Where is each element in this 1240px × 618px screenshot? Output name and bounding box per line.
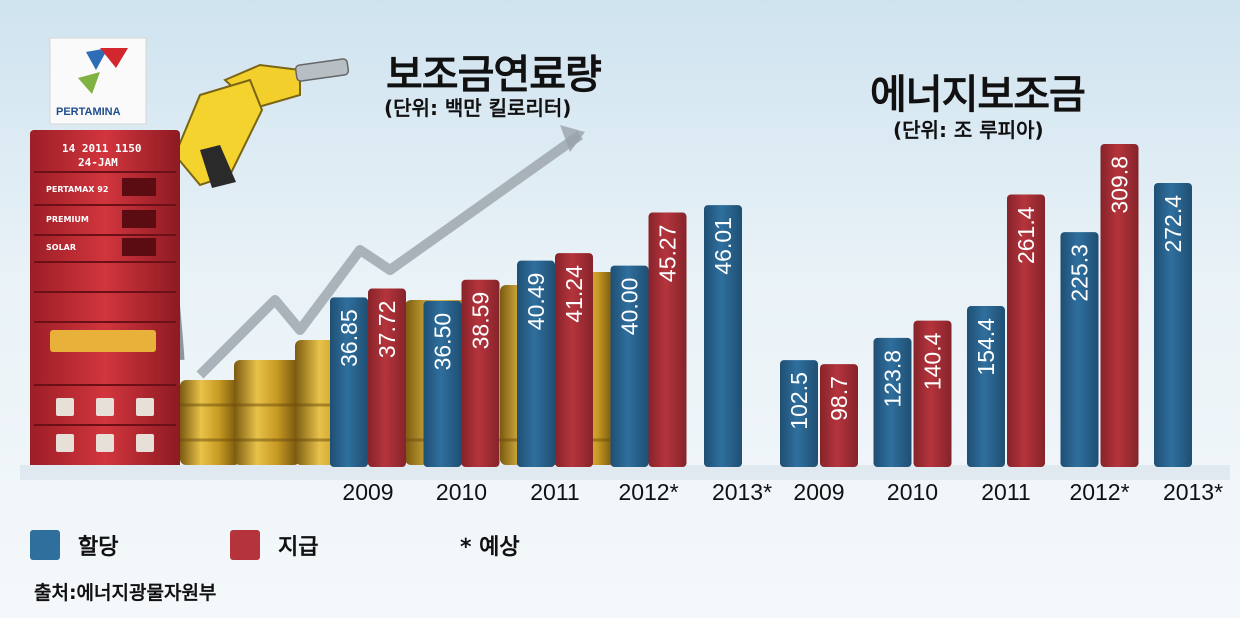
legend-allocation-swatch [30,530,60,560]
bar-value-label: 140.4 [920,332,946,390]
fuel-chart-unit: (단위: 백만 킬로리터) [384,96,572,120]
bar-subsidy-realization-2009 [820,364,858,467]
bar-value-label: 40.49 [523,273,549,331]
legend-realization: 지급 [230,528,318,562]
bar-value-label: 154.4 [973,318,999,376]
x-tick-label: 2011 [981,479,1030,505]
bar-value-label: 45.27 [655,225,681,283]
bar-subsidy-allocation-2010 [873,337,912,467]
bar-value-label: 36.50 [430,313,456,371]
bar-fuel-realization-2010 [461,279,500,467]
bar-fuel-realization-2009 [368,288,406,467]
legend-realization-label: 지급 [278,535,319,560]
bar-value-label: 98.7 [826,376,852,421]
x-tick-label: 2012* [618,479,678,505]
bar-value-label: 102.5 [786,372,812,430]
trend-arrow-icon [196,130,583,379]
legend-forecast: * 예상 [460,528,520,562]
bar-value-label: 46.01 [710,217,736,275]
bar-subsidy-allocation-2009 [780,360,818,467]
pump-grade-1: PERTAMAX 92 [46,185,108,194]
bar-value-label: 261.4 [1013,206,1039,264]
bar-subsidy-realization-2011 [1007,194,1045,468]
bar-fuel-allocation-2013 [704,205,742,467]
legend-allocation: 할당 [30,528,118,562]
bar-value-label: 123.8 [880,350,906,408]
x-tick-label: 2013* [712,479,772,505]
x-tick-label: 2010 [887,479,938,505]
x-tick-label: 2010 [436,479,487,505]
bar-value-label: 37.72 [374,301,400,359]
bar-subsidy-allocation-2011 [967,306,1005,467]
bar-value-label: 36.85 [336,309,362,367]
subsidy-chart-unit: (단위: 조 루피아) [893,118,1044,142]
legend-allocation-label: 할당 [78,535,119,560]
legend-realization-swatch [230,530,260,560]
legend-forecast-label: * 예상 [460,535,520,560]
bar-subsidy-allocation-2012 [1060,232,1099,467]
fuel-chart-title: 보조금연료량 [386,52,602,98]
logo-brand-text: PERTAMINA [56,106,121,118]
subsidy-chart-title: 에너지보조금 [870,72,1086,118]
fuel-pump-illustration: 14 2011 1150 24-JAM PERTAMAX 92 PREMIUM … [30,130,180,475]
bar-fuel-allocation-2012 [610,265,649,467]
pump-grade-2: PREMIUM [46,215,89,224]
bar-fuel-allocation-2011 [517,260,555,467]
bar-fuel-realization-2012 [648,212,687,467]
bar-subsidy-realization-2010 [913,320,952,467]
pertamina-logo: PERTAMINA [49,37,147,125]
pump-display-line1: 14 2011 1150 [62,142,141,155]
x-tick-label: 2011 [530,479,579,505]
bar-value-label: 40.00 [617,278,643,336]
bar-subsidy-realization-2012 [1100,144,1139,467]
bar-value-label: 38.59 [468,292,494,350]
x-tick-label: 2013* [1163,479,1223,505]
source-note: 출처:에너지광물자원부 [34,582,217,604]
bar-charts: 36.85 37.72 2009 36.50 38.59 2010 40.49 41.24 20… [330,144,1223,505]
bar-value-label: 225.3 [1067,244,1093,302]
bar-fuel-realization-2011 [555,253,593,467]
bar-value-label: 272.4 [1160,195,1186,253]
bar-value-label: 309.8 [1107,156,1133,214]
bar-fuel-allocation-2009 [330,297,368,467]
x-tick-label: 2009 [793,479,844,505]
x-tick-label: 2012* [1069,479,1129,505]
bar-fuel-allocation-2010 [423,300,462,467]
pump-grade-3: SOLAR [46,243,76,252]
bar-subsidy-allocation-2013 [1154,182,1192,468]
x-tick-label: 2009 [342,479,393,505]
bar-value-label: 41.24 [561,265,587,323]
fuel-nozzle-icon [173,58,350,188]
pump-display-line2: 24-JAM [78,156,118,169]
